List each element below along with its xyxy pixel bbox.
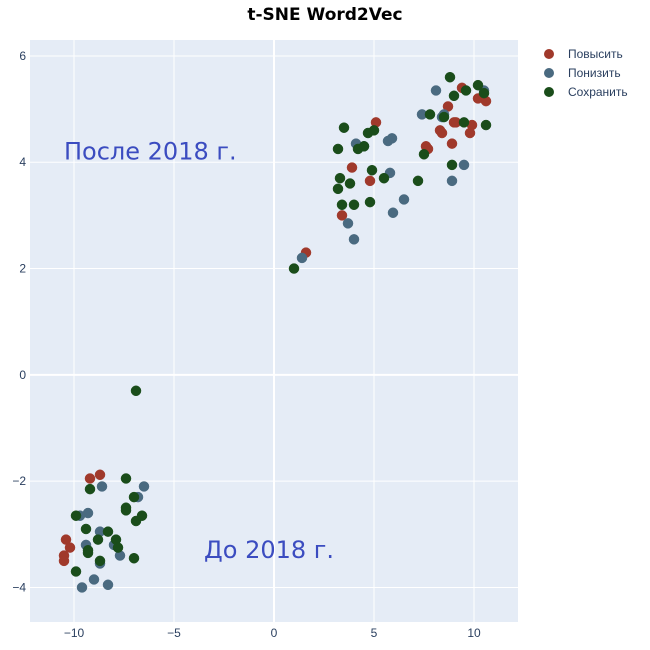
chart-annotations: После 2018 г. До 2018 г. <box>64 138 334 565</box>
legend-marker <box>544 87 554 97</box>
point-series-1 <box>94 469 106 481</box>
point-series-3 <box>358 141 370 152</box>
point-series-3 <box>446 159 458 171</box>
point-series-3 <box>332 143 344 155</box>
x-tick-label: 10 <box>467 626 481 640</box>
point-series-2 <box>342 218 354 229</box>
legend-marker <box>544 49 554 59</box>
grid-lines <box>30 40 518 622</box>
annotation-label: До 2018 г. <box>204 536 334 564</box>
point-series-3 <box>378 172 390 184</box>
point-series-3 <box>120 505 132 516</box>
legend: Повысить Понизить Сохранить <box>544 47 628 99</box>
y-tick-label: −4 <box>12 580 26 594</box>
y-tick-label: 4 <box>19 155 26 169</box>
point-series-3 <box>128 552 140 564</box>
point-series-3 <box>70 566 82 577</box>
x-tick-label: 0 <box>271 626 278 640</box>
y-tick-label: 6 <box>19 49 26 63</box>
point-series-3 <box>444 71 456 83</box>
point-series-1 <box>336 210 348 221</box>
legend-label: Повысить <box>568 47 623 61</box>
point-series-1 <box>346 162 358 173</box>
point-series-3 <box>84 483 96 495</box>
point-series-3 <box>336 199 348 211</box>
x-tick-label: −10 <box>64 626 85 640</box>
point-series-3 <box>338 122 350 133</box>
point-series-3 <box>348 199 360 211</box>
point-series-2 <box>96 481 108 492</box>
point-series-3 <box>472 79 484 91</box>
y-tick-label: −2 <box>12 474 26 488</box>
point-series-2 <box>398 194 410 205</box>
point-series-3 <box>332 183 344 195</box>
point-series-3 <box>418 149 430 160</box>
point-series-2 <box>138 481 150 492</box>
point-series-3 <box>366 164 378 176</box>
point-series-3 <box>80 523 92 535</box>
legend-marker <box>544 68 554 78</box>
point-series-3 <box>458 117 470 128</box>
legend-label: Понизить <box>568 66 621 80</box>
annotation-label: После 2018 г. <box>64 138 237 166</box>
y-tick-label: 2 <box>19 262 26 276</box>
point-series-1 <box>84 473 96 484</box>
point-series-2 <box>102 579 114 591</box>
point-series-3 <box>364 196 376 208</box>
legend-label: Сохранить <box>568 85 628 99</box>
point-series-3 <box>94 555 106 567</box>
point-series-3 <box>478 87 490 99</box>
point-series-3 <box>130 385 142 397</box>
point-series-3 <box>82 544 94 556</box>
point-series-2 <box>76 582 88 593</box>
point-series-1 <box>446 138 458 149</box>
point-series-3 <box>120 473 132 484</box>
x-axis-ticks: −10 −5 0 5 10 <box>64 626 481 640</box>
data-points <box>58 71 492 593</box>
point-series-3 <box>92 534 104 545</box>
point-series-3 <box>460 85 472 96</box>
point-series-2 <box>446 175 458 187</box>
point-series-3 <box>438 111 450 123</box>
point-series-3 <box>344 178 356 189</box>
point-series-3 <box>128 491 140 503</box>
point-series-2 <box>296 252 308 264</box>
point-series-1 <box>64 542 76 553</box>
point-series-2 <box>458 159 470 171</box>
x-tick-label: −5 <box>167 626 181 640</box>
point-series-2 <box>348 234 360 245</box>
point-series-3 <box>368 125 380 136</box>
point-series-3 <box>70 510 82 521</box>
chart-title: t-SNE Word2Vec <box>247 5 402 25</box>
y-tick-label: 0 <box>19 368 26 382</box>
point-series-3 <box>424 109 436 120</box>
point-series-2 <box>430 85 442 96</box>
point-series-1 <box>364 175 376 187</box>
y-axis-ticks: −4 −2 0 2 4 6 <box>12 49 26 595</box>
point-series-3 <box>334 172 346 184</box>
point-series-2 <box>82 507 94 519</box>
point-series-1 <box>436 127 448 139</box>
point-series-3 <box>136 510 148 521</box>
point-series-3 <box>112 542 124 553</box>
point-series-3 <box>480 119 492 131</box>
point-series-1 <box>58 555 70 567</box>
point-series-3 <box>288 263 300 274</box>
point-series-3 <box>448 90 460 102</box>
point-series-3 <box>412 175 424 187</box>
point-series-2 <box>387 207 399 218</box>
x-tick-label: 5 <box>371 626 378 640</box>
point-series-2 <box>386 133 398 144</box>
point-series-3 <box>102 526 114 537</box>
point-series-2 <box>88 574 100 585</box>
